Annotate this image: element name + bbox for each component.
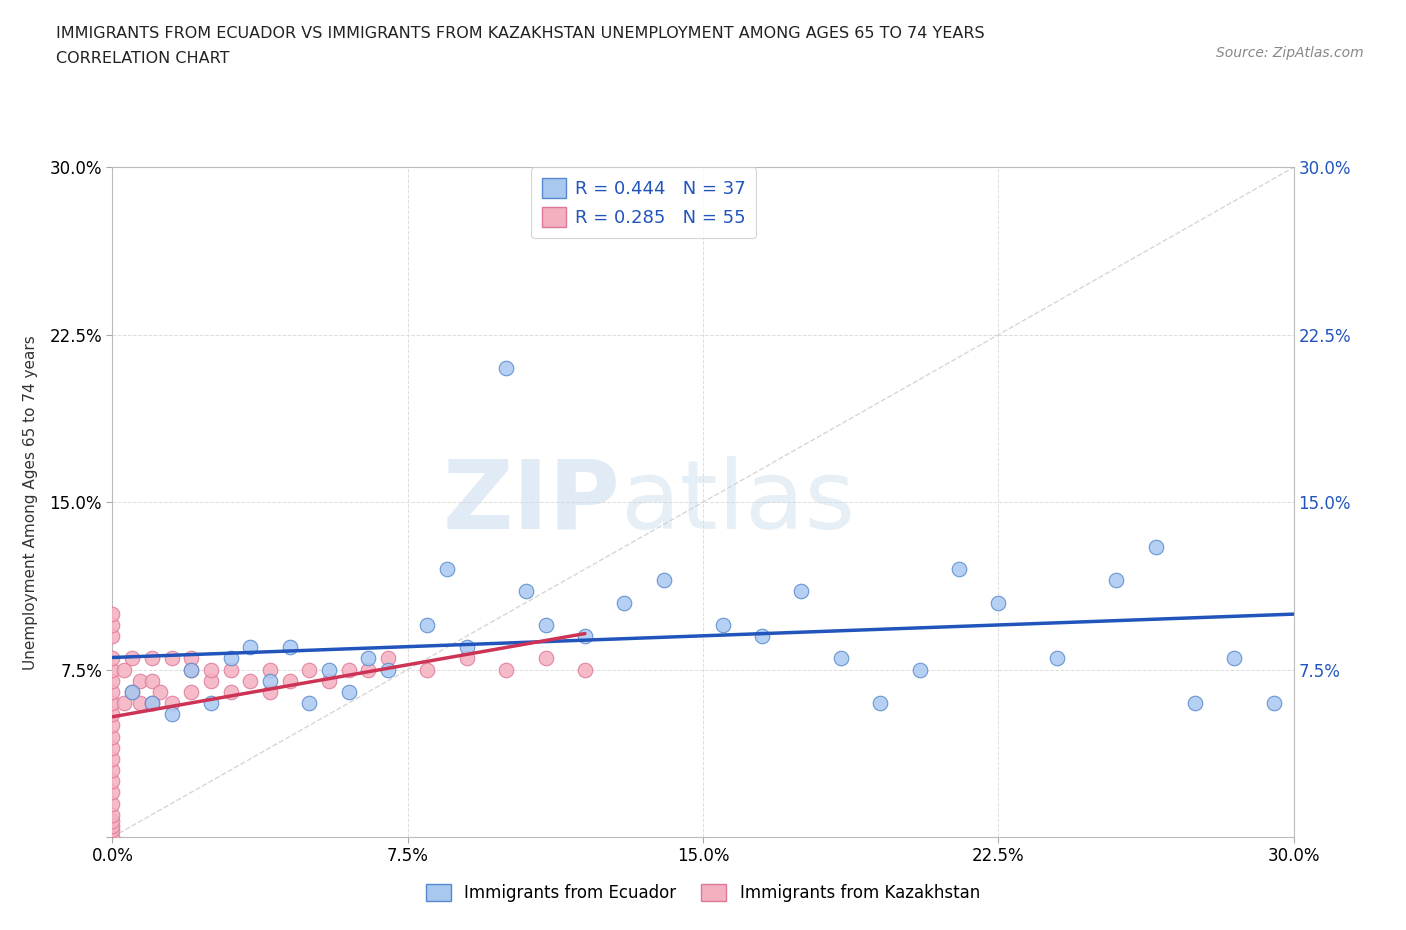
Point (200, 673, 222, 688)
Point (613, 595, 636, 610)
Point (1105, 573, 1128, 588)
Point (830, 651, 852, 666)
Point (1046, 651, 1069, 666)
Point (180, 662, 202, 677)
Point (101, 651, 124, 666)
Point (278, 640, 301, 655)
Point (495, 662, 517, 677)
Point (456, 640, 478, 655)
Point (141, 651, 163, 666)
Point (1144, 539, 1167, 554)
Point (200, 696, 222, 711)
Point (259, 684, 281, 699)
Point (456, 651, 478, 666)
Point (101, 807, 124, 822)
Point (160, 651, 183, 666)
Point (219, 684, 242, 699)
Point (180, 684, 202, 699)
Point (318, 662, 340, 677)
Point (121, 651, 143, 666)
Point (1263, 696, 1285, 711)
Point (337, 662, 360, 677)
Point (318, 673, 340, 688)
Point (416, 662, 439, 677)
Point (200, 662, 222, 677)
Point (987, 595, 1010, 610)
Point (141, 696, 163, 711)
Point (101, 673, 124, 688)
Point (121, 684, 143, 699)
Point (101, 818, 124, 833)
Point (101, 729, 124, 744)
Point (711, 618, 734, 632)
Y-axis label: Unemployment Among Ages 65 to 74 years: Unemployment Among Ages 65 to 74 years (24, 335, 38, 670)
Point (751, 629, 773, 644)
Point (337, 684, 360, 699)
Point (239, 673, 262, 688)
Legend: Immigrants from Ecuador, Immigrants from Kazakhstan: Immigrants from Ecuador, Immigrants from… (419, 878, 987, 909)
Point (101, 618, 124, 632)
Text: Source: ZipAtlas.com: Source: ZipAtlas.com (1216, 46, 1364, 60)
Point (219, 662, 242, 677)
Point (101, 814, 124, 829)
Text: atlas: atlas (620, 456, 855, 549)
Point (121, 684, 143, 699)
Point (141, 696, 163, 711)
Point (101, 751, 124, 766)
Point (160, 696, 183, 711)
Point (112, 696, 135, 711)
Point (101, 707, 124, 722)
Point (101, 696, 124, 711)
Point (377, 662, 399, 677)
Point (101, 662, 124, 677)
Point (101, 785, 124, 800)
Point (112, 662, 135, 677)
Point (515, 584, 537, 599)
Point (908, 662, 931, 677)
Point (141, 673, 163, 688)
Point (278, 673, 301, 688)
Point (298, 696, 321, 711)
Point (259, 662, 281, 677)
Point (790, 584, 813, 599)
Point (180, 662, 202, 677)
Point (101, 774, 124, 789)
Point (129, 673, 152, 688)
Point (357, 662, 380, 677)
Point (101, 629, 124, 644)
Text: IMMIGRANTS FROM ECUADOR VS IMMIGRANTS FROM KAZAKHSTAN UNEMPLOYMENT AMONG AGES 65: IMMIGRANTS FROM ECUADOR VS IMMIGRANTS FR… (56, 26, 984, 41)
Point (574, 629, 596, 644)
Point (101, 606, 124, 621)
Point (652, 573, 675, 588)
Point (101, 718, 124, 733)
Text: CORRELATION CHART: CORRELATION CHART (56, 51, 229, 66)
Point (416, 618, 439, 632)
Point (1223, 651, 1246, 666)
Point (160, 707, 183, 722)
Point (239, 640, 262, 655)
Point (259, 673, 281, 688)
Point (534, 618, 557, 632)
Point (574, 662, 596, 677)
Point (1184, 696, 1206, 711)
Point (219, 651, 242, 666)
Point (101, 823, 124, 838)
Point (129, 696, 152, 711)
Point (101, 684, 124, 699)
Point (180, 651, 202, 666)
Point (101, 740, 124, 755)
Point (534, 651, 557, 666)
Point (101, 796, 124, 811)
Point (298, 662, 321, 677)
Point (869, 696, 891, 711)
Point (377, 651, 399, 666)
Point (149, 684, 172, 699)
Point (948, 562, 970, 577)
Point (101, 830, 124, 844)
Point (495, 361, 517, 376)
Point (357, 651, 380, 666)
Point (436, 562, 458, 577)
Point (101, 763, 124, 777)
Text: ZIP: ZIP (443, 456, 620, 549)
